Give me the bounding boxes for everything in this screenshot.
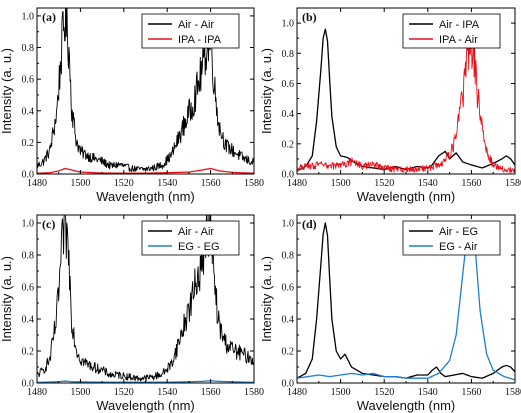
series-line-ipa-air	[297, 21, 515, 174]
y-tick-label: 0.4	[282, 315, 295, 326]
y-axis-title: Intensity (a. u.)	[0, 256, 14, 342]
x-tick-label: 1500	[70, 387, 90, 398]
x-tick-label: 1480	[287, 387, 307, 398]
y-tick-label: 0.8	[282, 251, 295, 262]
legend-label: Air - IPA	[439, 19, 480, 31]
y-tick-label: 1.0	[282, 219, 295, 230]
legend-label: Air - Air	[178, 226, 214, 238]
legend-box	[141, 220, 240, 256]
x-axis-title: Wavelength (nm)	[96, 189, 195, 204]
y-tick-label: 0.4	[22, 315, 35, 326]
panel-label: (a)	[42, 10, 56, 24]
y-tick-label: 1.0	[282, 19, 295, 30]
x-tick-label: 1520	[374, 387, 394, 398]
x-tick-label: 1560	[461, 387, 481, 398]
panel-2: 1480 1500 1520 1540 1560 1580 0.0 0.2 0.4 0.6 0.8 1…	[259, 7, 521, 204]
legend: Air - IPA IPA - Air	[402, 13, 501, 49]
legend-box	[402, 220, 501, 256]
y-axis-title: Intensity (a. u.)	[259, 48, 274, 134]
y-axis-title: Intensity (a. u.)	[259, 256, 274, 342]
y-tick-label: 0.8	[22, 43, 35, 54]
y-tick-label: 0.0	[282, 170, 295, 181]
x-tick-label: 1480	[287, 178, 307, 189]
legend: Air - EG EG - Air	[402, 220, 501, 256]
legend-label: Air - Air	[178, 19, 214, 31]
x-tick-label: 1500	[331, 387, 351, 398]
series-line-air-ipa	[297, 28, 515, 172]
panel-label: (b)	[302, 10, 317, 24]
panel-label: (d)	[302, 217, 317, 231]
y-tick-label: 0.0	[22, 379, 35, 390]
x-tick-label: 1500	[70, 178, 90, 189]
x-axis-title: Wavelength (nm)	[357, 398, 456, 413]
y-tick-label: 0.6	[282, 283, 295, 294]
y-tick-label: 0.6	[22, 283, 35, 294]
legend-label: IPA - IPA	[178, 34, 222, 46]
x-tick-label: 1520	[114, 178, 134, 189]
x-tick-label: 1560	[461, 178, 481, 189]
x-tick-label: 1580	[244, 178, 264, 189]
y-tick-label: 0.2	[22, 347, 35, 358]
x-tick-label: 1580	[505, 387, 521, 398]
y-tick-label: 0.8	[282, 49, 295, 60]
y-tick-label: 0.0	[282, 379, 295, 390]
x-axis-title: Wavelength (nm)	[357, 189, 456, 204]
panel-4: 1480 1500 1520 1540 1560 1580 0.0 0.2 0.4 0.6 0.8 1…	[259, 214, 521, 413]
legend: Air - Air IPA - IPA	[141, 13, 240, 49]
x-tick-label: 1480	[27, 178, 47, 189]
y-tick-label: 0.6	[282, 79, 295, 90]
x-axis-title: Wavelength (nm)	[96, 398, 195, 413]
x-tick-label: 1580	[244, 387, 264, 398]
x-tick-label: 1520	[374, 178, 394, 189]
y-tick-label: 0.8	[22, 251, 35, 262]
x-tick-label: 1540	[418, 387, 438, 398]
y-tick-label: 0.4	[22, 106, 35, 117]
x-tick-label: 1560	[201, 387, 221, 398]
x-tick-label: 1520	[114, 387, 134, 398]
x-tick-label: 1540	[157, 387, 177, 398]
y-tick-label: 0.2	[22, 138, 35, 149]
x-tick-label: 1540	[157, 178, 177, 189]
y-tick-label: 1.0	[22, 219, 35, 230]
x-tick-label: 1480	[27, 387, 47, 398]
panel-1: 1480 1500 1520 1540 1560 1580 0.0 0.2 0.4 0.6 0.8 1…	[0, 7, 264, 204]
y-tick-label: 1.0	[22, 11, 35, 22]
series-line-air-air	[37, 8, 254, 173]
legend-label: EG - EG	[178, 241, 220, 253]
legend-label: EG - Air	[439, 241, 478, 253]
y-tick-label: 0.0	[22, 170, 35, 181]
legend-label: IPA - Air	[439, 34, 478, 46]
legend-label: Air - EG	[439, 226, 478, 238]
series-line-eg-air	[297, 222, 515, 381]
y-axis-title: Intensity (a. u.)	[0, 48, 14, 134]
panel-label: (c)	[42, 217, 55, 231]
x-tick-label: 1560	[201, 178, 221, 189]
x-tick-label: 1580	[505, 178, 521, 189]
legend-box	[402, 13, 501, 49]
legend: Air - Air EG - EG	[141, 220, 240, 256]
panel-3: 1480 1500 1520 1540 1560 1580 0.0 0.2 0.4 0.6 0.8 1…	[0, 214, 264, 413]
y-tick-label: 0.4	[282, 109, 295, 120]
legend-box	[141, 13, 240, 49]
y-tick-label: 0.6	[22, 75, 35, 86]
x-tick-label: 1540	[418, 178, 438, 189]
x-tick-label: 1500	[331, 178, 351, 189]
y-tick-label: 0.2	[282, 347, 295, 358]
series-line-air-air	[37, 215, 254, 382]
y-tick-label: 0.2	[282, 139, 295, 150]
